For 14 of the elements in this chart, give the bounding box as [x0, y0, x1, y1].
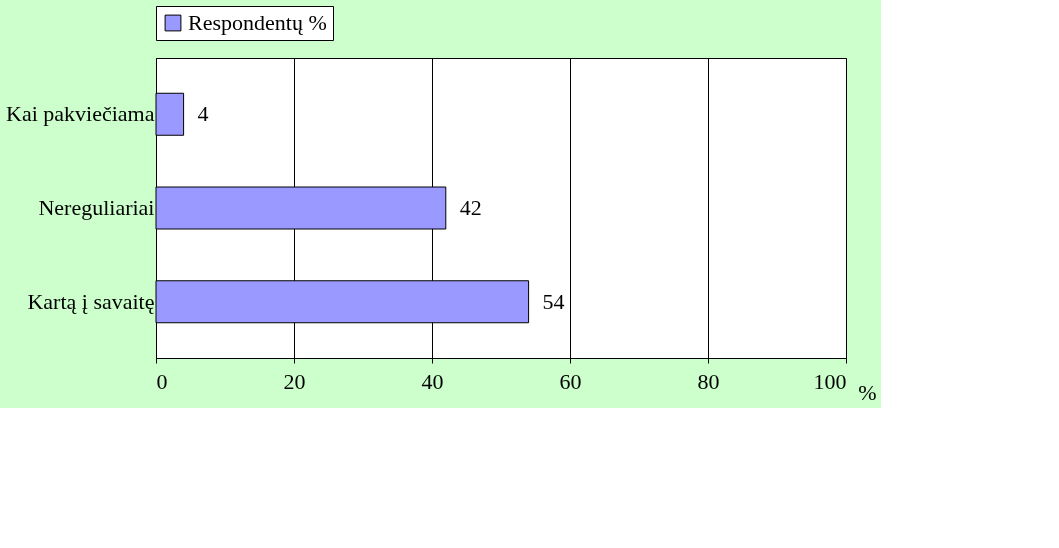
- x-tick-label: 0: [156, 368, 168, 394]
- x-axis-title: %: [858, 379, 877, 405]
- y-tick-label: Nereguliariai: [38, 195, 155, 220]
- x-tick-label: 20: [283, 368, 306, 394]
- y-tick-label: Kartą į savaitę: [27, 288, 155, 314]
- data-label: 4: [197, 101, 209, 127]
- legend-label: Respondentų %: [188, 10, 327, 35]
- x-tick-label: 100: [813, 368, 847, 394]
- y-tick-label: Kai pakviečiama: [6, 101, 155, 127]
- x-tick-label: 60: [559, 368, 582, 394]
- x-tick-label: 40: [421, 368, 444, 394]
- x-tick-label: 80: [697, 368, 720, 394]
- data-label: 42: [459, 195, 482, 220]
- data-label: 54: [542, 288, 565, 314]
